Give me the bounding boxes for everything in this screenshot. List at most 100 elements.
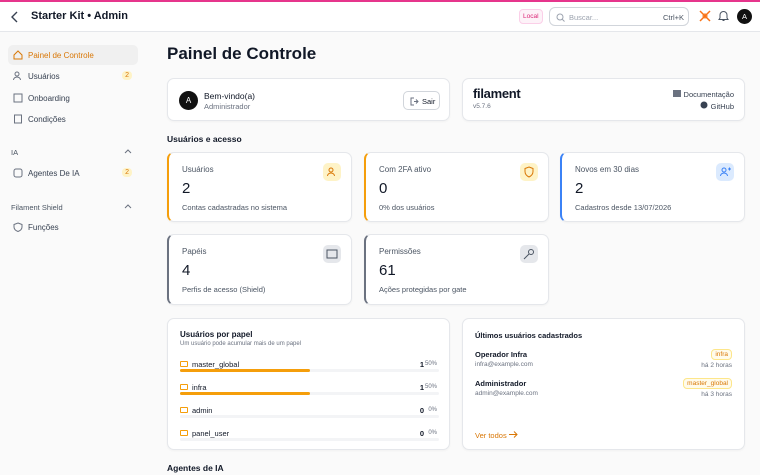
nav-label: Funções — [28, 223, 59, 232]
progress-track — [180, 369, 439, 372]
nav-item[interactable]: Funções — [8, 217, 138, 237]
role-count: 1 — [419, 360, 424, 369]
user-time: há 2 horas — [701, 362, 732, 369]
nav-item[interactable]: Condições — [8, 109, 138, 129]
role-icon — [180, 430, 188, 436]
user-name: Administrador — [475, 379, 527, 388]
stat-label: Novos em 30 dias — [575, 165, 640, 174]
map-icon — [13, 93, 23, 103]
nav-badge: 2 — [122, 71, 132, 80]
nav-item[interactable]: Usuários 2 — [8, 66, 138, 86]
link-label: GitHub — [710, 102, 734, 111]
chevron[interactable] — [124, 148, 132, 154]
brand-logo: filament — [473, 86, 521, 101]
user-time: há 3 horas — [701, 391, 732, 398]
search-placeholder: Buscar... — [569, 13, 599, 22]
role-share: 50% — [424, 361, 437, 367]
nav-label: Onboarding — [28, 94, 70, 103]
chevron[interactable] — [124, 203, 132, 209]
stat-card: Usuários 2 Contas cadastradas no sistema — [167, 152, 352, 222]
section-title: Agentes de IA — [167, 463, 224, 473]
role-name: panel_user — [192, 429, 230, 438]
book-icon — [672, 90, 681, 97]
stat-label: Permissões — [379, 247, 421, 256]
link-label: Ver todos — [475, 431, 507, 440]
role-badge: master_global — [683, 378, 732, 389]
stat-icon — [716, 163, 734, 181]
panel-title: Últimos usuários cadastrados — [475, 331, 583, 340]
role-count: 0 — [419, 406, 424, 415]
app-title: Starter Kit • Admin — [31, 10, 128, 22]
role-share: 0% — [428, 407, 437, 413]
stat-label: Papéis — [182, 247, 207, 256]
search-shortcut: Ctrl+K — [662, 13, 684, 22]
panel-title: Usuários por papel — [180, 330, 253, 339]
role-share: 0% — [428, 430, 437, 436]
env-badge: Local — [519, 9, 543, 24]
role-name: master_global — [192, 360, 240, 369]
stat-value: 2 — [182, 180, 191, 197]
nav-item[interactable]: Onboarding — [8, 88, 138, 108]
search-box[interactable]: Buscar... Ctrl+K — [549, 7, 689, 26]
nav-label: Condições — [28, 115, 66, 124]
home-icon — [13, 50, 23, 60]
nav-item[interactable]: Agentes De IA 2 — [8, 163, 138, 183]
nav-label: Painel de Controle — [28, 51, 94, 60]
chip-icon — [13, 168, 23, 178]
logout-button[interactable]: Sair — [403, 91, 440, 110]
top-accent — [0, 0, 760, 2]
role-share: 50% — [424, 384, 437, 390]
stat-value: 4 — [182, 262, 191, 279]
see-all-link[interactable]: Ver todos — [475, 431, 518, 440]
github-link[interactable]: GitHub — [700, 101, 734, 111]
stat-description: Cadastros desde 13/07/2026 — [575, 203, 672, 212]
bell-icon[interactable] — [718, 10, 729, 22]
tools-icon[interactable] — [699, 10, 711, 22]
role-count: 0 — [419, 429, 424, 438]
stat-label: Usuários — [182, 165, 214, 174]
stat-card: Novos em 30 dias 2 Cadastros desde 13/07/2… — [560, 152, 745, 222]
welcome-card: A Bem-vindo(a) Administrador Sair — [167, 78, 450, 121]
stat-value: 0 — [379, 180, 388, 197]
stat-description: Perfis de acesso (Shield) — [182, 285, 266, 294]
stat-value: 61 — [379, 262, 396, 279]
users-icon — [13, 71, 21, 81]
progress-fill — [180, 369, 310, 372]
back-icon[interactable] — [10, 11, 20, 23]
docs-link[interactable]: Documentação — [672, 90, 734, 99]
stat-description: Contas cadastradas no sistema — [182, 203, 288, 212]
nav-item[interactable]: Painel de Controle — [8, 45, 138, 65]
role: Administrador — [204, 102, 251, 111]
stat-label: Com 2FA ativo — [379, 165, 432, 174]
stat-icon — [520, 163, 538, 181]
nav-badge: 2 — [122, 168, 132, 177]
role-icon — [180, 361, 188, 367]
stat-icon — [323, 245, 341, 263]
user-email: admin@example.com — [475, 390, 538, 397]
search-icon — [556, 13, 565, 22]
stat-value: 2 — [575, 180, 584, 197]
nav-label: Usuários — [28, 72, 60, 81]
role-icon — [180, 407, 188, 413]
roles-panel: Usuários por papel Um usuário pode acumu… — [167, 318, 450, 450]
progress-track — [180, 438, 439, 441]
logout-icon — [410, 97, 419, 106]
user-avatar[interactable]: A — [737, 9, 752, 24]
shield-icon — [13, 222, 23, 232]
panel-subtitle: Um usuário pode acumular mais de um pape… — [180, 341, 302, 347]
nav-label: Agentes De IA — [28, 169, 80, 178]
stat-card: Com 2FA ativo 0 0% dos usuários — [364, 152, 549, 222]
user-email: infra@example.com — [475, 361, 533, 368]
avatar: A — [179, 91, 198, 110]
role-name: admin — [192, 406, 213, 415]
user-name: Operador Infra — [475, 350, 528, 359]
stat-description: Ações protegidas por gate — [379, 285, 467, 294]
github-icon — [700, 101, 708, 109]
progress-track — [180, 415, 439, 418]
role-name: infra — [192, 383, 207, 392]
stat-card: Papéis 4 Perfis de acesso (Shield) — [167, 234, 352, 305]
nav-group-label: Filament Shield — [11, 203, 63, 212]
nav-group-label: IA — [11, 148, 19, 157]
